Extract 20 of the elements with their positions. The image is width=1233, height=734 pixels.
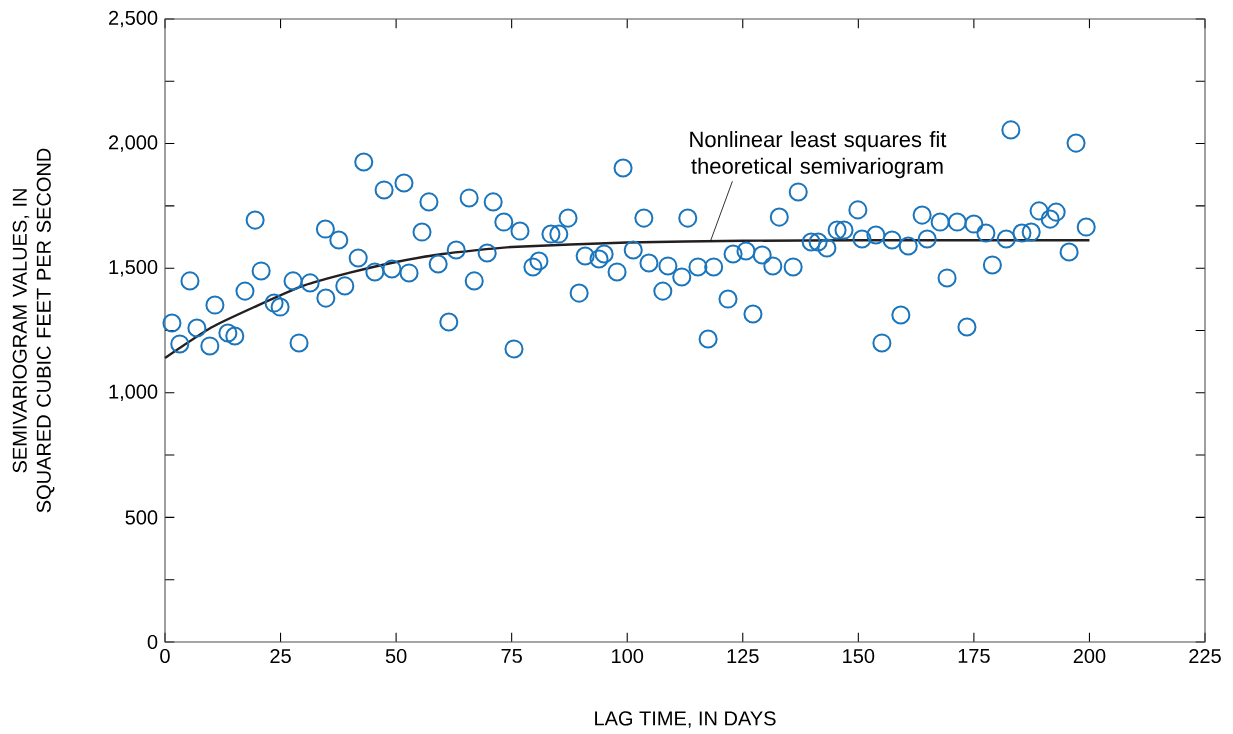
x-tick-label: 150 xyxy=(843,648,875,664)
x-tick-label: 0 xyxy=(160,648,170,664)
y-tick-label: 1,500 xyxy=(109,259,158,277)
y-tick-label: 500 xyxy=(125,510,158,525)
x-tick-label: 50 xyxy=(385,648,407,664)
y-tick-label: 2,000 xyxy=(109,135,158,152)
y-tick-label: 0 xyxy=(147,634,158,650)
x-tick-label: 125 xyxy=(727,648,759,664)
x-tick-label: 100 xyxy=(612,648,644,664)
line-series xyxy=(163,239,1091,360)
x-axis-title: LAG TIME, IN DAYS xyxy=(595,711,776,728)
x-tick-label: 225 xyxy=(1189,648,1221,664)
x-tick-label: 75 xyxy=(501,648,522,663)
y-tick-label: 1,000 xyxy=(109,384,158,402)
x-tick-label: 25 xyxy=(270,648,291,664)
y-axis-title: SEMIVARIOGRAM VALUES, IN SQUARED CUBIC FEET PER SECOND xyxy=(12,148,55,513)
annotation: Nonlinear least squares fit theoretical semivariogram xyxy=(690,131,947,179)
x-tick-label: 175 xyxy=(958,648,990,663)
y-tick-label: 2,500 xyxy=(109,10,158,28)
x-tick-label: 200 xyxy=(1073,648,1106,664)
